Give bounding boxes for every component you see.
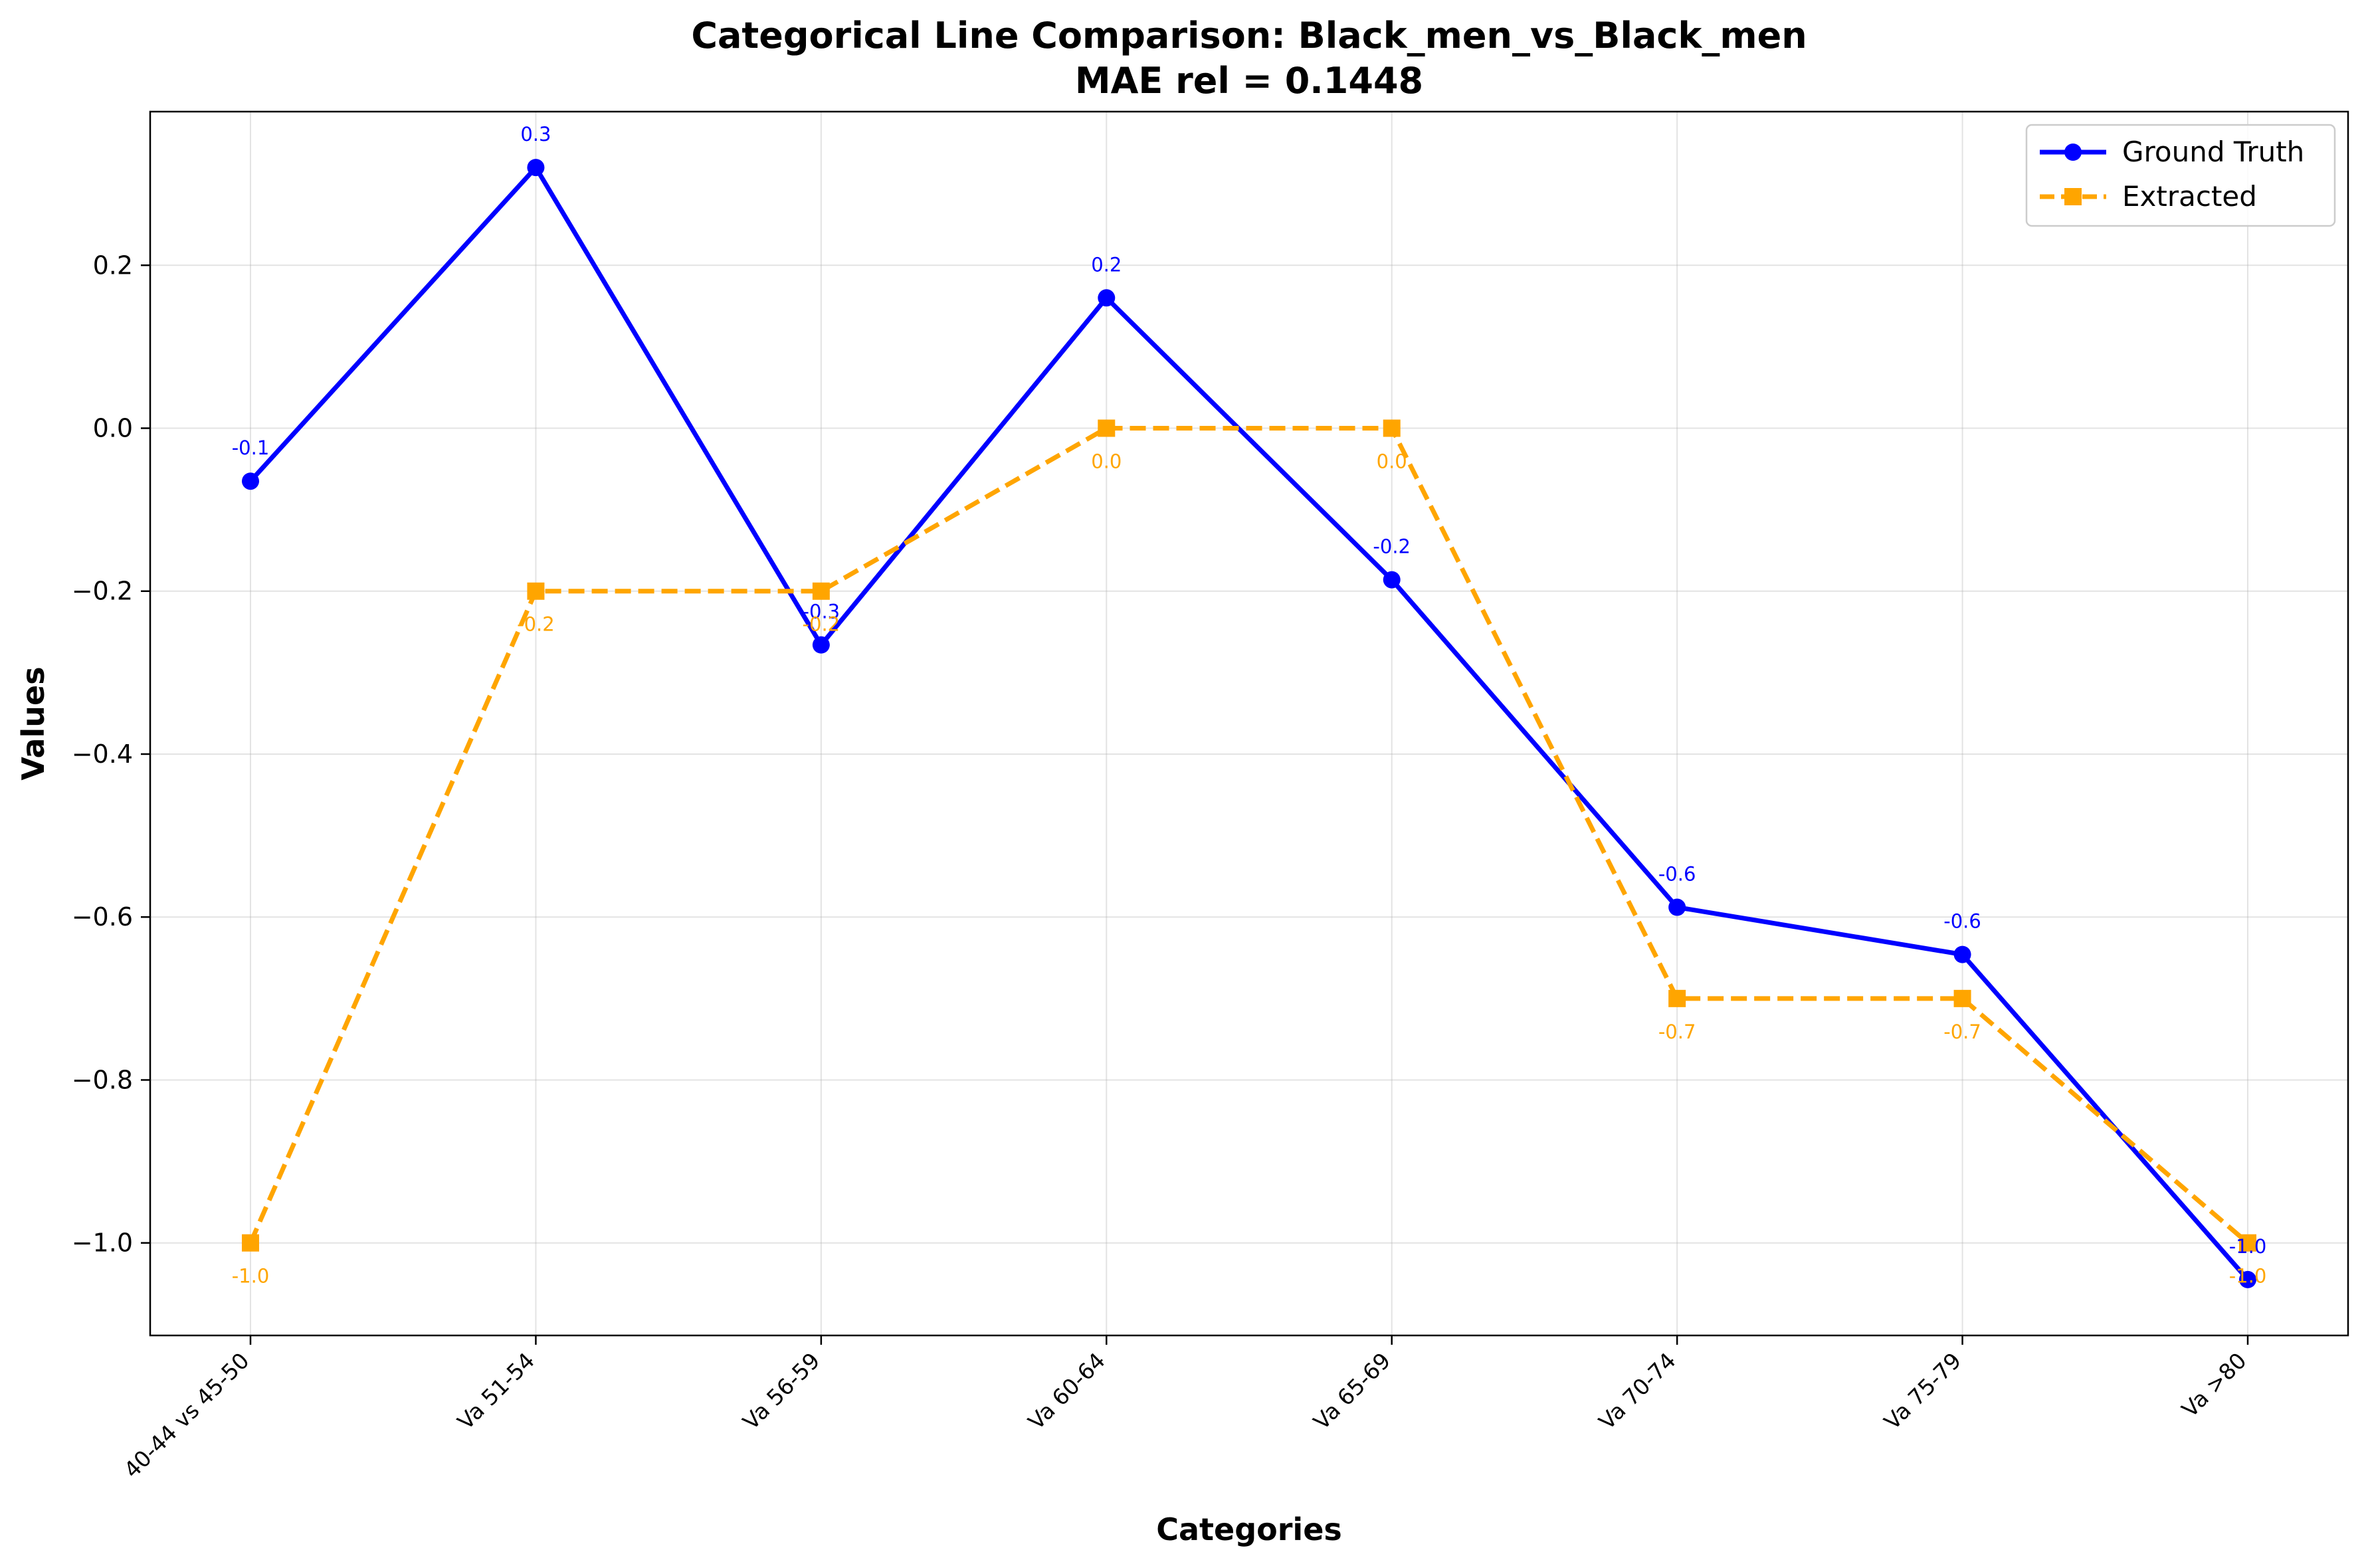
series-lines xyxy=(242,159,2256,1288)
data-label-ground-truth: 0.3 xyxy=(520,123,551,146)
data-point-extracted xyxy=(1953,989,1971,1007)
data-label-extracted: -0.2 xyxy=(517,613,555,636)
series-line-ground-truth xyxy=(248,165,2250,1282)
data-point-ground-truth xyxy=(1668,898,1686,916)
y-tick-label: −1.0 xyxy=(72,1228,133,1258)
data-point-extracted xyxy=(527,582,545,600)
y-tick-label: −0.4 xyxy=(72,739,133,769)
data-point-extracted xyxy=(812,582,830,600)
data-label-extracted: 0.0 xyxy=(1091,450,1122,473)
data-label-ground-truth: 0.2 xyxy=(1091,253,1122,276)
y-tick-label: −0.2 xyxy=(72,577,133,606)
data-point-extracted xyxy=(242,1234,259,1252)
data-label-ground-truth: -0.2 xyxy=(1373,536,1411,558)
legend-marker-extracted xyxy=(2064,188,2082,205)
data-point-ground-truth xyxy=(242,472,259,490)
data-point-extracted xyxy=(2239,1234,2256,1252)
data-point-ground-truth xyxy=(1383,571,1401,589)
data-label-ground-truth: -0.3 xyxy=(803,601,840,623)
x-axis-label: Categories xyxy=(1156,1512,1342,1547)
legend-label-extracted: Extracted xyxy=(2122,180,2257,213)
data-point-ground-truth xyxy=(812,636,830,654)
y-tick-label: 0.0 xyxy=(93,414,133,443)
series-line-extracted xyxy=(248,426,2250,1245)
data-label-ground-truth: -1.0 xyxy=(2229,1235,2267,1258)
data-label-extracted: -0.7 xyxy=(1943,1021,1981,1043)
data-label-extracted: -1.0 xyxy=(2229,1265,2267,1288)
y-tick-label: −0.6 xyxy=(72,902,133,931)
y-axis: 0.2 0.0 −0.2 −0.4 −0.6 −0.8 −1.0 xyxy=(72,250,150,1258)
data-point-ground-truth xyxy=(1953,945,1971,963)
data-label-extracted: -0.7 xyxy=(1658,1021,1696,1043)
grid xyxy=(150,112,2348,1335)
data-label-ground-truth: -0.6 xyxy=(1943,910,1981,933)
data-point-extracted xyxy=(1668,989,1686,1007)
data-label-ground-truth: -0.6 xyxy=(1658,863,1696,886)
legend-label-ground-truth: Ground Truth xyxy=(2122,136,2304,168)
legend: Ground Truth Extracted xyxy=(2025,124,2336,227)
y-tick-label: 0.2 xyxy=(93,250,133,280)
data-point-ground-truth xyxy=(1098,289,1116,307)
legend-marker-ground-truth xyxy=(2064,144,2082,161)
data-point-ground-truth xyxy=(527,159,545,177)
data-point-extracted xyxy=(1098,419,1116,437)
data-label-extracted: -0.2 xyxy=(803,613,840,636)
chart-title: Categorical Line Comparison: Black_men_v… xyxy=(691,15,1807,56)
data-label-extracted: -1.0 xyxy=(232,1265,270,1288)
y-tick-label: −0.8 xyxy=(72,1065,133,1094)
chart-subtitle: MAE rel = 0.1448 xyxy=(1075,60,1423,102)
data-label-extracted: 0.0 xyxy=(1377,450,1407,473)
data-point-extracted xyxy=(1383,419,1401,437)
data-point-ground-truth xyxy=(2239,1270,2256,1288)
data-labels: -0.1 0.3 -0.3 0.2 -0.2 -0.6 -0.6 -1.0 -1.0 -0.2 -0… xyxy=(232,123,2267,1288)
y-axis-label: Values xyxy=(15,666,51,780)
plot-frame xyxy=(149,110,2349,1337)
data-label-ground-truth: -0.1 xyxy=(232,437,270,459)
